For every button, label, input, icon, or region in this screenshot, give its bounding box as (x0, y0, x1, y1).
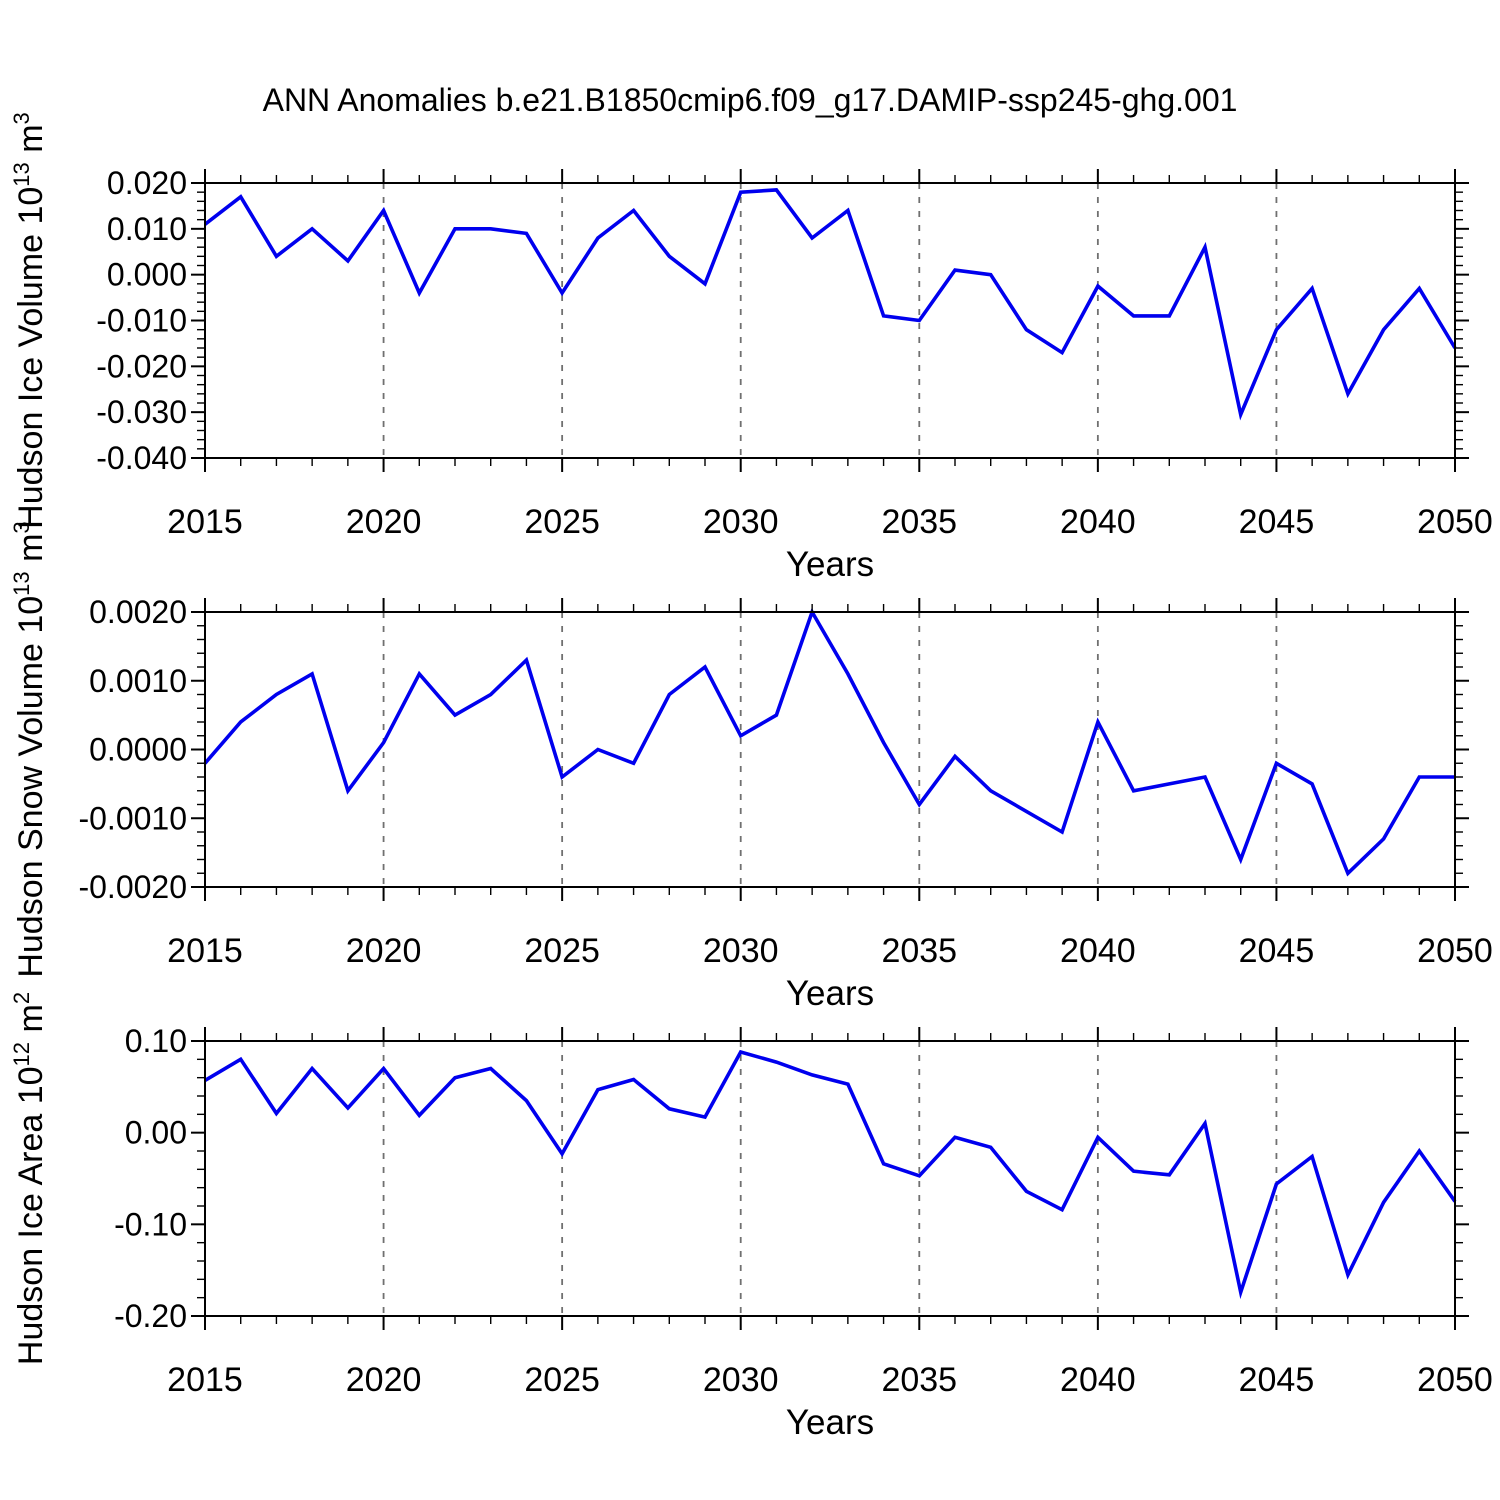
svg-text:0.0000: 0.0000 (89, 732, 187, 768)
svg-text:2040: 2040 (1060, 1361, 1136, 1399)
svg-text:-0.0020: -0.0020 (78, 869, 187, 905)
svg-text:Hudson Ice Area 1012 m2: Hudson Ice Area 1012 m2 (9, 992, 50, 1365)
svg-text:2020: 2020 (346, 932, 422, 970)
svg-text:2025: 2025 (524, 503, 600, 541)
svg-text:2015: 2015 (167, 932, 243, 970)
svg-text:2025: 2025 (524, 1361, 600, 1399)
svg-text:0.10: 0.10 (125, 1023, 187, 1059)
svg-text:0.0010: 0.0010 (89, 663, 187, 699)
hudson-snow-volume-panel: 0.0020 0.0010 0.0000 -0.0010 -0.0020 2015 2020… (9, 521, 1493, 1013)
svg-text:2035: 2035 (881, 932, 957, 970)
svg-text:Hudson Snow Volume 1013 m3: Hudson Snow Volume 1013 m3 (9, 521, 50, 977)
svg-text:-0.0010: -0.0010 (78, 800, 187, 836)
svg-text:-0.040: -0.040 (96, 440, 187, 476)
svg-text:0.000: 0.000 (107, 257, 187, 293)
svg-text:0.0020: 0.0020 (89, 594, 187, 630)
svg-text:2020: 2020 (346, 1361, 422, 1399)
svg-text:-0.010: -0.010 (96, 303, 187, 339)
hudson-ice-area-panel: 0.10 0.00 -0.10 -0.20 2015 2020 2025 2030 2035 20… (9, 992, 1493, 1442)
chart-title: ANN Anomalies b.e21.B1850cmip6.f09_g17.D… (262, 82, 1238, 118)
svg-text:2035: 2035 (881, 503, 957, 541)
svg-text:2030: 2030 (703, 503, 779, 541)
svg-text:0.020: 0.020 (107, 165, 187, 201)
svg-text:2015: 2015 (167, 1361, 243, 1399)
svg-text:2045: 2045 (1239, 1361, 1315, 1399)
svg-text:2050: 2050 (1417, 503, 1493, 541)
svg-text:Years: Years (786, 974, 874, 1013)
svg-text:-0.020: -0.020 (96, 348, 187, 384)
svg-text:-0.20: -0.20 (114, 1298, 187, 1334)
svg-text:2020: 2020 (346, 503, 422, 541)
svg-text:Years: Years (786, 1403, 874, 1442)
svg-text:2035: 2035 (881, 1361, 957, 1399)
svg-text:0.010: 0.010 (107, 211, 187, 247)
svg-text:2045: 2045 (1239, 503, 1315, 541)
svg-text:2045: 2045 (1239, 932, 1315, 970)
svg-text:2030: 2030 (703, 1361, 779, 1399)
svg-text:2030: 2030 (703, 932, 779, 970)
svg-text:Years: Years (786, 545, 874, 584)
svg-text:2015: 2015 (167, 503, 243, 541)
svg-text:0.00: 0.00 (125, 1115, 187, 1151)
svg-text:-0.10: -0.10 (114, 1206, 187, 1242)
hudson-ice-volume-panel: 0.020 0.010 0.000 -0.010 -0.020 -0.030 -0.040 2… (9, 112, 1493, 584)
svg-text:-0.030: -0.030 (96, 394, 187, 430)
svg-text:2050: 2050 (1417, 932, 1493, 970)
svg-text:2040: 2040 (1060, 932, 1136, 970)
svg-text:Hudson Ice Volume 1013 m3: Hudson Ice Volume 1013 m3 (9, 112, 50, 529)
svg-text:2050: 2050 (1417, 1361, 1493, 1399)
svg-text:2025: 2025 (524, 932, 600, 970)
svg-text:2040: 2040 (1060, 503, 1136, 541)
